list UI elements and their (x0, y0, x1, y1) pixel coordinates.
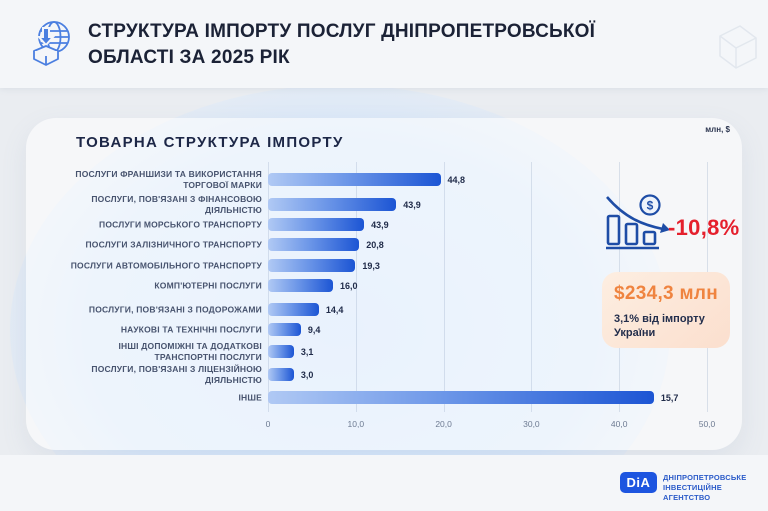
x-axis-tick-label: 50,0 (698, 419, 716, 429)
bar-value-label: 19,3 (362, 261, 380, 271)
decline-chart-dollar-icon: $ (606, 194, 670, 250)
bar-value-label: 15,7 (660, 393, 679, 403)
total-import-card: $234,3 млн 3,1% від імпорту України (602, 272, 730, 348)
chart-title: ТОВАРНА СТРУКТУРА ІМПОРТУ (76, 134, 344, 151)
bar-value-label: 43,9 (403, 200, 421, 210)
bar-value-label: 3,1 (300, 347, 314, 357)
category-label: ПОСЛУГИ АВТОМОБІЛЬНОГО ТРАНСПОРТУ (70, 259, 262, 270)
bar-value-label: 14,4 (325, 305, 344, 315)
bar (268, 218, 365, 231)
bar-value-label: 20,8 (366, 240, 384, 250)
globe-import-icon (33, 21, 70, 66)
category-label: ПОСЛУГИ, ПОВ'ЯЗАНІ З ЛІЦЕНЗІЙНОЮ ДІЯЛЬНІС… (91, 363, 262, 385)
page-title-line1: СТРУКТУРА ІМПОРТУ ПОСЛУГ ДНІПРОПЕТРОВСЬК… (88, 21, 596, 42)
page-title-line2: ОБЛАСТІ ЗА 2025 РІК (88, 47, 290, 69)
category-label: ПОСЛУГИ, ПОВ'ЯЗАНІ З ПОДОРОЖАМИ (88, 303, 262, 314)
bar-value-label: 44,8 (447, 175, 466, 185)
category-label: ПОСЛУГИ ЗАЛІЗНИЧНОГО ТРАНСПОРТУ (85, 238, 262, 249)
agency-name: ДНІПРОПЕТРОВСЬКЕ ІНВЕСТИЦІЙНЕ АГЕНТСТВО (663, 473, 768, 502)
import-change-percent: -10,8% (668, 215, 740, 240)
bar-value-label: 16,0 (339, 281, 358, 291)
bar (268, 198, 397, 211)
total-import-caption: 3,1% від імпорту України (614, 313, 705, 340)
bar (268, 173, 441, 186)
category-label: ІНШІ ДОПОМІЖНІ ТА ДОДАТКОВІ ТРАНСПОРТНІ П… (118, 340, 262, 362)
gridline (443, 162, 445, 412)
total-import-value: $234,3 млн (614, 283, 718, 304)
bar (268, 391, 654, 404)
category-label: ІНШЕ (238, 391, 262, 402)
x-axis-tick-label: 20,0 (435, 419, 452, 429)
bar (268, 238, 360, 251)
agency-name-line2: ІНВЕСТИЦІЙНЕ АГЕНТСТВО (663, 482, 722, 502)
bar-value-label: 3,0 (300, 370, 314, 380)
agency-name-line1: ДНІПРОПЕТРОВСЬКЕ (663, 473, 747, 482)
bar-value-label: 9,4 (307, 325, 321, 335)
svg-text:$: $ (647, 199, 654, 213)
bar (268, 323, 301, 336)
x-axis-tick-label: 30,0 (523, 419, 540, 429)
x-axis-tick-label: 40,0 (610, 419, 628, 429)
bar (268, 303, 319, 316)
x-axis-tick-label: 10,0 (347, 419, 365, 429)
x-axis-tick-label: 0 (265, 419, 271, 429)
chart-unit-label: млн, $ (705, 125, 730, 134)
bar (268, 259, 356, 272)
page-title: СТРУКТУРА ІМПОРТУ ПОСЛУГ ДНІПРОПЕТРОВСЬК… (88, 19, 595, 71)
cube-decoration-icon (719, 25, 757, 69)
bar-value-label: 43,9 (371, 220, 389, 230)
bar (268, 368, 294, 381)
category-label: КОМП'ЮТЕРНІ ПОСЛУГИ (154, 279, 262, 290)
footer: DіA ДНІПРОПЕТРОВСЬКЕ ІНВЕСТИЦІЙНЕ АГЕНТС… (0, 455, 768, 511)
gridline (355, 162, 357, 412)
bar (268, 279, 333, 292)
category-label: ПОСЛУГИ ФРАНШИЗИ ТА ВИКОРИСТАННЯ ТОРГОВОЇ… (75, 168, 262, 190)
header: СТРУКТУРА ІМПОРТУ ПОСЛУГ ДНІПРОПЕТРОВСЬК… (0, 0, 768, 88)
dia-logo: DіA (620, 472, 657, 493)
category-label: НАУКОВІ ТА ТЕХНІЧНІ ПОСЛУГИ (120, 323, 262, 334)
bar (268, 345, 294, 358)
category-label: ПОСЛУГИ МОРСЬКОГО ТРАНСПОРТУ (99, 218, 262, 229)
gridline (531, 162, 533, 412)
category-label: ПОСЛУГИ, ПОВ'ЯЗАНІ З ФІНАНСОВОЮ ДІЯЛЬНІСТ… (91, 193, 262, 215)
